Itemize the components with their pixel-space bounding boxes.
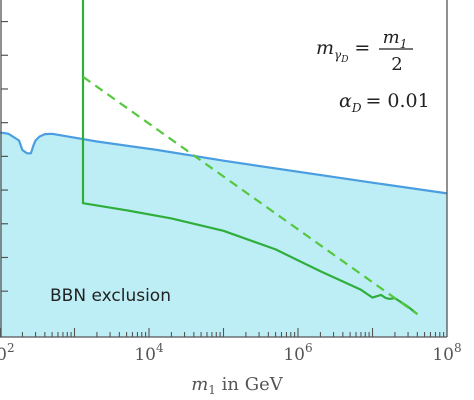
- series-line-green: [81, 0, 419, 315]
- x-tick-label: 102: [0, 341, 15, 365]
- svg-text:mγD=: mγD=: [316, 37, 370, 65]
- x-axis-title: m1 in GeV: [191, 374, 284, 397]
- x-tick-labels: 102 104 106 108: [0, 341, 462, 365]
- x-tick-label: 104: [134, 341, 164, 365]
- x-tick-label: 106: [283, 341, 312, 365]
- x-ticks: [0, 328, 445, 337]
- annotation-coupling: αD = 0.01: [339, 90, 430, 115]
- series-layer: [0, 0, 448, 315]
- y-ticks: [1, 20, 8, 292]
- x-tick-label: 108: [432, 341, 461, 365]
- svg-text:2: 2: [391, 54, 402, 75]
- annotation-mass-relation: mγD= m1 2: [316, 27, 413, 75]
- svg-text:αD= 0.01: αD = 0.01: [339, 90, 430, 115]
- series-line-green_dashed-dashed: [82, 75, 419, 315]
- series-line-blue: [0, 131, 448, 195]
- region-label: BBN exclusion: [50, 286, 171, 306]
- bbn-exclusion-region: [0, 132, 447, 337]
- svg-text:m1: m1: [383, 27, 408, 51]
